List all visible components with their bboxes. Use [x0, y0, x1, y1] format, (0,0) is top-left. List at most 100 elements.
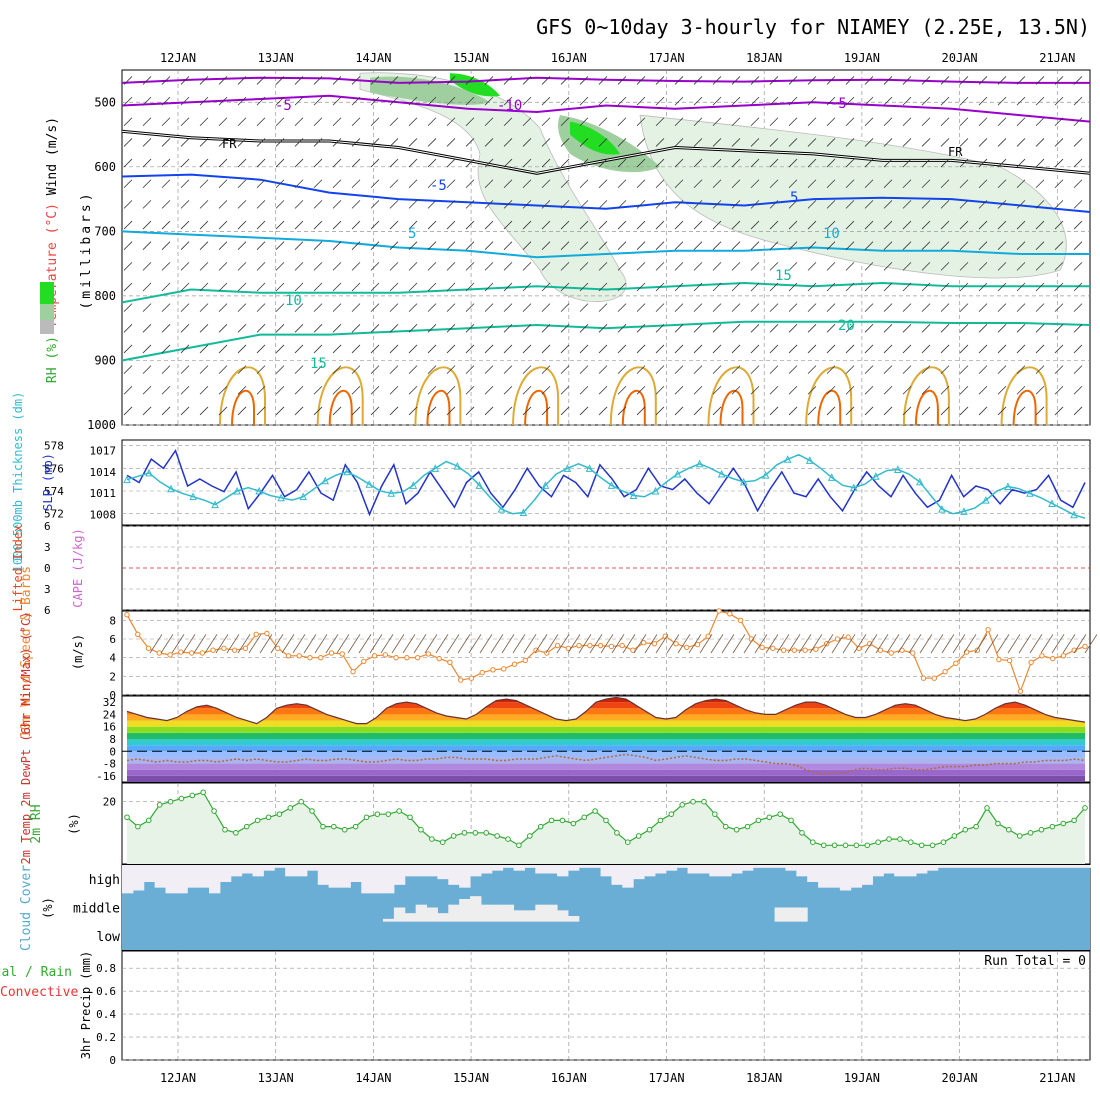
rh-point: [820, 842, 827, 849]
wind-barb: [351, 406, 361, 416]
wind-barb: [769, 138, 779, 147]
wind-barb: [522, 220, 532, 230]
wind-ylabel: 10m Wind Speed & Barbs: [19, 566, 34, 738]
wind-barb: [313, 76, 323, 85]
rh-point: [940, 839, 947, 845]
wind-barb: [769, 324, 779, 333]
wind-barb: [1073, 241, 1083, 250]
wind-barb: [693, 241, 703, 250]
wind-barb: [693, 200, 703, 209]
wind-barb: [699, 634, 713, 654]
rh-point: [701, 798, 707, 805]
wind-barb: [541, 262, 551, 271]
wind-barb: [541, 282, 551, 292]
rh-point: [918, 842, 925, 849]
wind-barb: [370, 303, 380, 312]
wind-barb: [750, 200, 760, 209]
wind-speed-point: [339, 651, 345, 657]
wind-barb: [883, 385, 893, 395]
wind-barb: [237, 324, 247, 333]
date-label-top: 19JAN: [844, 51, 880, 65]
wind-barb: [731, 282, 741, 292]
isotherm-loop: [1012, 389, 1037, 426]
temp-band: [127, 697, 1085, 703]
wind-barb: [484, 179, 494, 189]
isotherm-label: 15: [310, 356, 327, 372]
wind-barb: [123, 76, 133, 85]
wind-barb: [123, 365, 133, 374]
wind-barb: [769, 344, 779, 354]
rh-point: [243, 823, 250, 830]
dewpoint-line: [126, 753, 1086, 776]
panel-frame: [121, 950, 1091, 1061]
wind-barb: [534, 634, 548, 654]
rh-point: [396, 808, 402, 814]
rh-point: [494, 833, 500, 839]
wind-barb: [921, 241, 931, 250]
wind-barb: [732, 634, 746, 654]
wind-barb: [579, 324, 589, 333]
cloud-layer-label: middle: [73, 902, 120, 917]
wind-barb: [617, 406, 627, 416]
wind-barb: [1035, 96, 1045, 106]
wind-barb: [1016, 220, 1026, 230]
wind-barb: [769, 262, 779, 271]
wind-barb: [1035, 406, 1045, 416]
wind-barb: [902, 200, 912, 209]
wind-speed-point: [716, 608, 722, 614]
wind-barb: [598, 179, 608, 189]
cloud-cell: [524, 865, 536, 868]
wind-barb: [199, 241, 209, 250]
wind-barb: [313, 324, 323, 333]
wind-barb: [959, 200, 969, 209]
wind-speed-point: [296, 653, 302, 659]
wind-speed-point: [791, 647, 798, 653]
cloud-cell: [132, 865, 145, 891]
wind-barb: [617, 324, 627, 333]
wind-barb: [579, 158, 589, 168]
wind-barb: [218, 385, 228, 395]
wind-speed-point: [1050, 655, 1056, 662]
wind-barb: [674, 282, 684, 292]
wind-barb: [560, 324, 570, 333]
rh-point: [200, 789, 207, 796]
cloud-cell: [665, 865, 678, 871]
wind-barb: [446, 220, 456, 230]
wind-barb: [332, 220, 342, 230]
wind-barb: [579, 303, 589, 312]
wind-speed-point: [1082, 643, 1088, 650]
wind-barb: [503, 117, 513, 127]
wind-tick-label: 0: [109, 689, 116, 702]
wind-barb: [313, 220, 323, 230]
wind-barb: [807, 344, 817, 354]
wind-barb: [940, 241, 950, 250]
isotherm-line: [121, 281, 1090, 304]
wind-barb: [446, 200, 456, 209]
rh-point: [429, 836, 435, 842]
wind-barb: [380, 634, 394, 654]
temp-band: [127, 720, 1085, 727]
wind-barb: [408, 344, 418, 354]
wind-barb: [940, 138, 950, 147]
wind-barb: [503, 344, 513, 354]
wind-barb: [617, 282, 627, 292]
wind-barb: [674, 365, 684, 374]
wind-speed-point: [178, 649, 184, 655]
wind-barb: [484, 241, 494, 250]
wind-speed-point: [684, 644, 690, 651]
wind-barb: [788, 179, 798, 189]
wind-barb: [560, 138, 570, 147]
cloud-cell: [1024, 865, 1037, 868]
thickness-tick-label: 574: [44, 485, 64, 498]
wind-barb: [142, 179, 152, 189]
wind-barb: [408, 96, 418, 106]
wind-barb: [351, 385, 361, 395]
wind-barb: [864, 96, 874, 106]
isotherm-loop: [512, 366, 560, 426]
slp-ylabel: SLP (mb): [41, 453, 55, 511]
wind-speed-point: [910, 650, 916, 656]
upper-air-ylabel-part: RH (%): [45, 328, 60, 383]
wind-barb: [769, 96, 779, 106]
wind-speed-point: [285, 653, 292, 659]
cloud-cell: [437, 865, 449, 880]
